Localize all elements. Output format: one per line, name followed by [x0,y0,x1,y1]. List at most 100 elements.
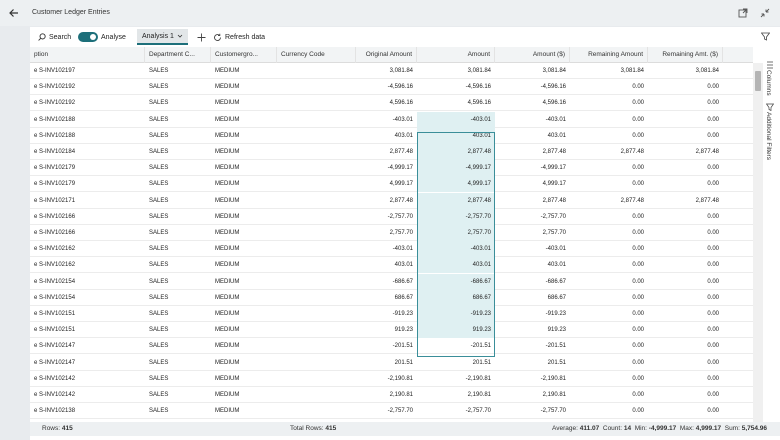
cell-amount[interactable]: -4,596.16 [465,84,491,91]
cell-currency-code[interactable] [277,338,356,354]
cell-remaining-amt-usd[interactable]: 0.00 [707,181,719,188]
cell-description[interactable]: e S-INV102192 [34,84,76,91]
cell-remaining-amt-usd[interactable]: 0.00 [707,359,719,366]
cell-currency-code[interactable] [277,225,356,241]
cell-original-amount[interactable]: 3,081.84 [389,68,413,74]
cell-amount-usd[interactable]: 3,081.84 [542,68,566,74]
cell-remaining-amount[interactable]: 0.00 [632,392,644,398]
cell-remaining-amount[interactable]: 0.00 [632,230,644,236]
cell-remaining-amt-usd[interactable]: 0.00 [707,343,719,350]
cell-amount[interactable]: -2,757.70 [417,208,495,225]
cell-remaining-amount[interactable]: 0.00 [632,132,644,139]
cell-remaining-amt-usd[interactable]: 0.00 [707,327,719,334]
cell-customer-group[interactable]: MEDIUM [215,327,240,334]
cell-original-amount[interactable]: -201.51 [392,343,413,350]
cell-department-code[interactable]: SALES [149,84,169,91]
cell-remaining-amount[interactable]: 0.00 [632,262,644,269]
collapse-icon[interactable] [760,8,770,18]
cell-description[interactable]: e S-INV102179 [34,181,76,188]
header-col-currency-code[interactable]: Currency Code [277,47,356,63]
cell-customer-group[interactable]: MEDIUM [215,132,240,139]
tab-analysis-1[interactable]: Analysis 1 [137,29,188,45]
cell-currency-code[interactable] [277,274,356,290]
cell-remaining-amt-usd[interactable]: 0.00 [707,230,719,236]
cell-amount[interactable]: 919.23 [417,322,495,339]
cell-description[interactable]: e S-INV102151 [34,327,76,334]
cell-department-code[interactable]: SALES [149,375,169,382]
cell-amount[interactable]: 4,596.16 [467,100,491,107]
cell-department-code[interactable]: SALES [149,408,169,415]
cell-currency-code[interactable] [277,241,356,257]
cell-amount-usd[interactable]: 2,877.48 [542,149,566,155]
cell-original-amount[interactable]: 403.01 [394,132,413,139]
cell-remaining-amount[interactable]: 0.00 [632,165,644,172]
cell-remaining-amt-usd[interactable]: 0.00 [707,262,719,269]
cell-amount[interactable]: -403.01 [417,241,495,258]
cell-currency-code[interactable] [277,79,356,95]
cell-currency-code[interactable] [277,387,356,403]
cell-original-amount[interactable]: -4,596.16 [387,84,413,91]
header-col-amount[interactable]: Amount [417,47,495,63]
cell-amount-usd[interactable]: 2,757.70 [542,230,566,236]
analyse-toggle-switch[interactable] [78,32,98,42]
cell-remaining-amount[interactable]: 0.00 [632,294,644,301]
cell-currency-code[interactable] [277,128,356,144]
cell-remaining-amount[interactable]: 0.00 [632,408,644,415]
cell-amount-usd[interactable]: 919.23 [547,327,566,334]
cell-department-code[interactable]: SALES [149,197,169,204]
cell-description[interactable]: e S-INV102142 [34,375,76,382]
table-row[interactable]: e S-INV102166 SALES MEDIUM -2,757.70 -2,757.… [30,208,753,225]
cell-description[interactable]: e S-INV102192 [34,100,76,107]
cell-customer-group[interactable]: MEDIUM [215,181,240,188]
cell-description[interactable]: e S-INV102151 [34,311,76,317]
cell-original-amount[interactable]: 4,596.16 [389,100,413,107]
cell-original-amount[interactable]: 2,190.81 [389,392,413,398]
cell-amount[interactable]: -686.67 [417,273,495,290]
cell-remaining-amt-usd[interactable]: 0.00 [707,278,719,285]
cell-remaining-amount[interactable]: 0.00 [632,327,644,334]
cell-currency-code[interactable] [277,371,356,387]
cell-description[interactable]: e S-INV102188 [34,132,76,139]
table-row[interactable]: e S-INV102192 SALES MEDIUM 4,596.16 4,596.16… [30,95,753,112]
cell-amount[interactable]: 403.01 [417,257,495,274]
cell-amount[interactable]: 4,999.17 [417,176,495,193]
cell-customer-group[interactable]: MEDIUM [215,375,240,382]
cell-description[interactable]: e S-INV102138 [34,408,76,415]
cell-original-amount[interactable]: -2,757.70 [387,213,413,220]
cell-amount[interactable]: 2,190.81 [467,392,491,398]
cell-customer-group[interactable]: MEDIUM [215,359,240,366]
cell-amount[interactable]: 201.51 [472,359,491,366]
cell-currency-code[interactable] [277,257,356,273]
table-row[interactable]: e S-INV102166 SALES MEDIUM 2,757.70 2,757.70… [30,225,753,241]
refresh-data-button[interactable]: Refresh data [213,31,265,43]
table-row[interactable]: e S-INV102188 SALES MEDIUM 403.01 403.01 403.… [30,127,753,144]
cell-department-code[interactable]: SALES [149,165,169,172]
columns-icon[interactable] [766,61,774,69]
cell-remaining-amount[interactable]: 0.00 [632,84,644,91]
cell-description[interactable]: e S-INV102147 [34,343,76,350]
columns-tab[interactable]: Columns [765,70,772,96]
cell-department-code[interactable]: SALES [149,262,169,269]
cell-customer-group[interactable]: MEDIUM [215,262,240,269]
cell-original-amount[interactable]: 4,999.17 [389,181,413,188]
cell-currency-code[interactable] [277,322,356,338]
cell-remaining-amount[interactable]: 0.00 [632,359,644,366]
cell-original-amount[interactable]: -2,757.70 [387,408,413,415]
cell-original-amount[interactable]: 686.67 [394,294,413,301]
table-row[interactable]: e S-INV102154 SALES MEDIUM -686.67 -686.67 -6… [30,273,753,290]
add-analysis-button[interactable] [197,31,206,43]
header-col-remaining-amt-usd[interactable]: Remaining Amt. ($) [648,47,723,63]
cell-amount-usd[interactable]: -2,190.81 [540,375,566,382]
table-row[interactable]: e S-INV102138 SALES MEDIUM -2,757.70 -2,757.… [30,403,753,420]
analyse-toggle[interactable]: Analyse [78,31,126,43]
table-row[interactable]: e S-INV102151 SALES MEDIUM -919.23 -919.23 -9… [30,306,753,322]
cell-amount[interactable]: -2,190.81 [465,375,491,382]
cell-department-code[interactable]: SALES [149,343,169,350]
cell-original-amount[interactable]: 2,877.48 [389,197,413,204]
cell-customer-group[interactable]: MEDIUM [215,408,240,415]
cell-description[interactable]: e S-INV102179 [34,165,76,172]
cell-customer-group[interactable]: MEDIUM [215,165,240,172]
cell-amount-usd[interactable]: 2,877.48 [542,197,566,204]
cell-original-amount[interactable]: 201.51 [394,359,413,366]
header-col-original-amount[interactable]: Original Amount [356,47,417,63]
